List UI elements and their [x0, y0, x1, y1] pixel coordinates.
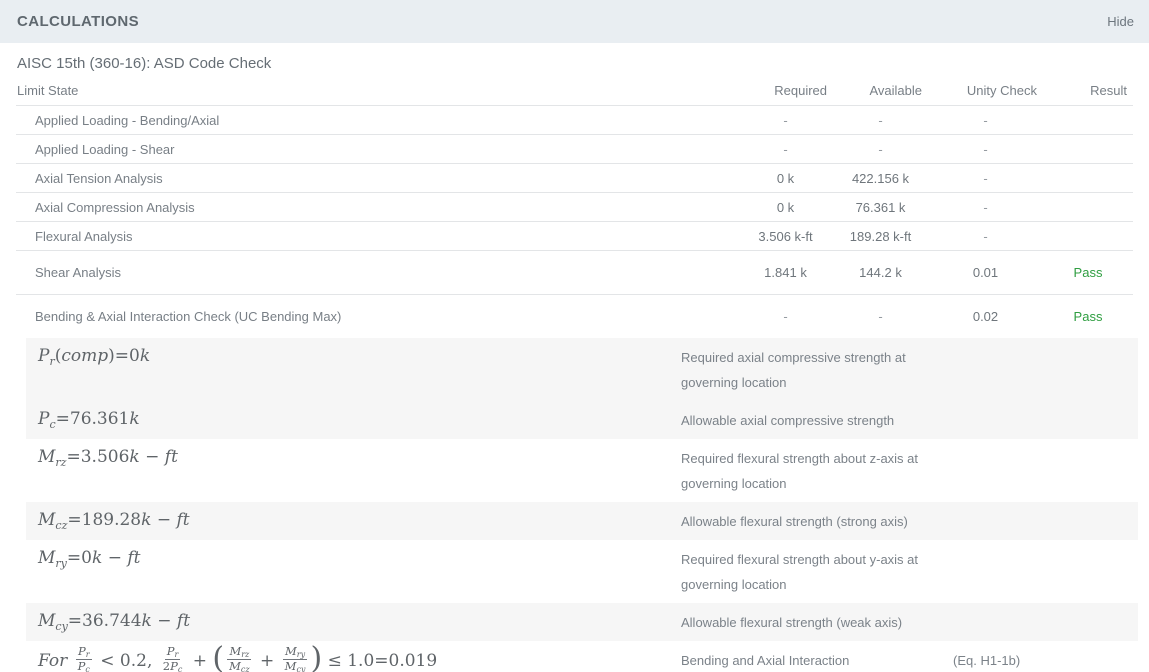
- formula-math: Mry=0k − ft: [38, 548, 141, 570]
- formula-row: Mry=0k − ft Required flexural strength ab…: [26, 540, 1138, 603]
- formula-description: Allowable flexural strength (weak axis): [681, 615, 903, 630]
- available-value: 189.28 k-ft: [849, 228, 912, 244]
- formula-equation-ref: [953, 508, 1138, 509]
- formula-math: Mcy=36.744k − ft: [38, 611, 191, 633]
- available-value: 144.2 k: [859, 265, 902, 280]
- formula-description: Required flexural strength about y-axis …: [681, 552, 919, 592]
- formula-section: Pr(comp)=0k Required axial compressive st…: [26, 338, 1138, 672]
- limit-state-label: Axial Compression Analysis: [35, 199, 195, 215]
- column-header-limit-state: Limit State: [17, 83, 79, 98]
- available-value: 76.361 k: [855, 199, 906, 215]
- available-value: -: [878, 309, 883, 324]
- required-value: -: [783, 112, 788, 128]
- available-value: 422.156 k: [851, 170, 910, 186]
- formula-row: Pr(comp)=0k Required axial compressive st…: [26, 338, 1138, 401]
- formula-equation-ref: [953, 445, 1138, 446]
- formula-math: Mcz=189.28k − ft: [38, 510, 190, 532]
- result-pass-badge: Pass: [1073, 309, 1103, 324]
- formula-description: Required flexural strength about z-axis …: [681, 451, 919, 491]
- formula-row: Mcz=189.28k − ft Allowable flexural stren…: [26, 502, 1138, 540]
- fraction: Mry Mcy: [283, 644, 308, 672]
- fraction: Pr 2Pc: [162, 644, 183, 672]
- limit-state-label: Shear Analysis: [35, 265, 121, 280]
- formula-equation-ref: [953, 546, 1138, 547]
- column-header-required: Required: [774, 83, 827, 98]
- formula-row: Mrz=3.506k − ft Required flexural strengt…: [26, 439, 1138, 502]
- formula-description: Allowable flexural strength (strong axis…: [681, 514, 908, 529]
- formula-description: Required axial compressive strength at g…: [681, 350, 906, 390]
- formula-equation-ref: [953, 407, 1138, 408]
- formula-description: Allowable axial compressive strength: [681, 413, 895, 428]
- limit-state-table: Limit State Required Available Unity Che…: [16, 76, 1133, 338]
- formula-row: Mcy=36.744k − ft Allowable flexural stren…: [26, 603, 1138, 641]
- hide-button[interactable]: Hide: [1107, 14, 1134, 29]
- table-row[interactable]: Applied Loading - Bending/Axial - - -: [16, 106, 1133, 135]
- limit-state-label: Bending & Axial Interaction Check (UC Be…: [35, 309, 342, 324]
- unity-check-value: -: [983, 228, 988, 244]
- table-header-row: Limit State Required Available Unity Che…: [16, 76, 1133, 106]
- formula-row: Pc=76.361k Allowable axial compressive st…: [26, 401, 1138, 439]
- panel-title: CALCULATIONS: [17, 13, 140, 30]
- formula-equation-ref: (Eq. H1-1b): [953, 653, 1021, 668]
- formula-math: Pr(comp)=0k: [38, 346, 151, 368]
- limit-state-label: Applied Loading - Bending/Axial: [35, 112, 220, 128]
- available-value: -: [878, 112, 883, 128]
- column-header-result: Result: [1090, 83, 1127, 98]
- column-header-unity-check: Unity Check: [966, 83, 1037, 98]
- table-row[interactable]: Bending & Axial Interaction Check (UC Be…: [16, 295, 1133, 338]
- table-body: Applied Loading - Bending/Axial - - - Applie…: [16, 106, 1133, 338]
- panel-content: AISC 15th (360-16): ASD Code Check Limit…: [0, 54, 1149, 672]
- column-header-available: Available: [869, 83, 922, 98]
- unity-check-value: 0.01: [972, 265, 999, 280]
- required-value: 3.506 k-ft: [758, 228, 813, 244]
- section-title: AISC 15th (360-16): ASD Code Check: [17, 55, 272, 72]
- result-pass-badge: Pass: [1073, 265, 1103, 280]
- table-row[interactable]: Flexural Analysis 3.506 k-ft 189.28 k-ft -: [16, 222, 1133, 251]
- unity-check-value: -: [983, 112, 988, 128]
- formula-equation-ref: [953, 609, 1138, 610]
- fraction: Mrz Mcz: [227, 644, 252, 672]
- unity-check-value: -: [983, 170, 988, 186]
- unity-check-value: 0.02: [972, 309, 999, 324]
- unity-check-value: -: [983, 199, 988, 215]
- table-row[interactable]: Axial Compression Analysis 0 k 76.361 k -: [16, 193, 1133, 222]
- limit-state-label: Applied Loading - Shear: [35, 141, 175, 157]
- table-row[interactable]: Axial Tension Analysis 0 k 422.156 k -: [16, 164, 1133, 193]
- table-row[interactable]: Applied Loading - Shear - - -: [16, 135, 1133, 164]
- limit-state-label: Axial Tension Analysis: [35, 170, 163, 186]
- required-value: -: [783, 309, 788, 324]
- formula-equation-ref: [953, 344, 1138, 345]
- formula-row: For Pr Pc < 0.2, Pr 2Pc + (Mrz Mcz + Mry Mcy…: [26, 641, 1138, 672]
- formula-math: Mrz=3.506k − ft: [38, 447, 178, 469]
- panel-header: CALCULATIONS Hide: [0, 0, 1149, 43]
- required-value: 0 k: [776, 170, 795, 186]
- required-value: 0 k: [776, 199, 795, 215]
- formula-description: Bending and Axial Interaction: [681, 653, 850, 668]
- formula-math: Pc=76.361k: [38, 409, 140, 431]
- unity-check-value: -: [983, 141, 988, 157]
- limit-state-label: Flexural Analysis: [35, 228, 133, 244]
- fraction: Pr Pc: [75, 644, 92, 672]
- formula-math: For Pr Pc < 0.2, Pr 2Pc + (Mrz Mcz + Mry Mcy…: [38, 641, 438, 672]
- table-row[interactable]: Shear Analysis 1.841 k 144.2 k 0.01 Pass: [16, 251, 1133, 295]
- available-value: -: [878, 141, 883, 157]
- required-value: 1.841 k: [764, 265, 807, 280]
- required-value: -: [783, 141, 788, 157]
